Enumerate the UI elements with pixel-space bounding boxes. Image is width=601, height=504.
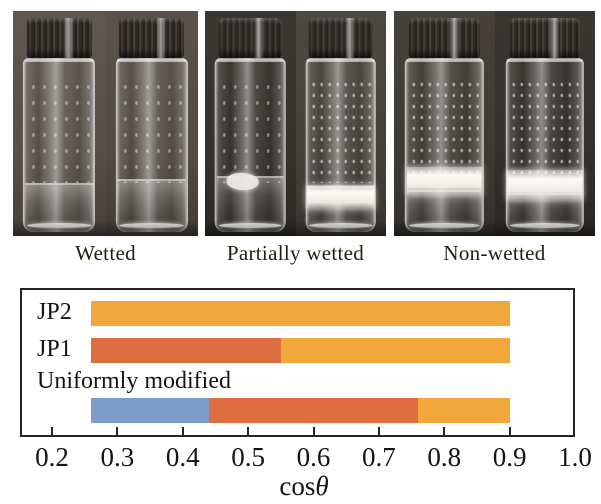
- powder-layer: [507, 170, 583, 201]
- category-label-uniformly-modified: Uniformly modified: [37, 368, 231, 394]
- legend-label-wetted: Wetted: [75, 241, 136, 265]
- chart-plot-area: JP2 JP1 Uniformly modified: [20, 288, 575, 437]
- powder-sediment: [218, 223, 283, 229]
- powder-sediment: [308, 223, 373, 229]
- category-label-jp2: JP2: [37, 299, 72, 325]
- bar-segment-wetted: [418, 398, 510, 423]
- liquid: [406, 189, 482, 230]
- legend-band-wetted: Wetted: [13, 240, 198, 267]
- vial-photo: [494, 11, 595, 236]
- powder-layer: [406, 167, 482, 196]
- powder-sediment: [408, 223, 480, 229]
- powder-sediment: [26, 223, 92, 229]
- x-axis-tick-label: 0.9: [492, 442, 527, 472]
- x-axis-tick-label: 0.4: [165, 442, 200, 472]
- vial-glass: [505, 58, 584, 232]
- liquid: [24, 182, 94, 230]
- vial-cap: [218, 17, 282, 59]
- powder-sediment: [509, 223, 581, 229]
- x-axis-tick: [312, 427, 315, 435]
- vial-photo: [295, 11, 386, 236]
- vial: [405, 17, 484, 232]
- x-axis-tick: [508, 427, 511, 435]
- x-axis-tick: [377, 427, 380, 435]
- bar-segment-wetted: [91, 301, 510, 326]
- bar-segment-partially-wetted: [91, 338, 281, 363]
- vial-photo: [205, 11, 296, 236]
- x-axis-tick: [443, 427, 446, 435]
- legend-band-partially-wetted: Partially wetted: [205, 240, 386, 267]
- bar-segment-partially-wetted: [208, 398, 419, 423]
- vial: [505, 17, 584, 232]
- powder-layer: [306, 185, 375, 209]
- legend-band-non-wetted: Non-wetted: [394, 240, 595, 267]
- vial: [115, 17, 188, 232]
- vial-cap: [119, 17, 185, 59]
- x-axis-tick-labels: 0.2 0.3 0.4 0.5 0.6 0.7 0.8 0.9 1.0: [0, 442, 601, 474]
- vial-cap: [308, 17, 373, 59]
- vial-glass: [305, 58, 377, 232]
- x-axis-tick-label: 1.0: [558, 442, 592, 472]
- vial-photo: [13, 11, 106, 236]
- photo-panel-non-wetted: [394, 11, 595, 236]
- vial: [214, 17, 286, 232]
- bar-segment-wetted: [280, 338, 510, 363]
- x-axis-tick: [51, 427, 53, 435]
- legend-label-partially-wetted: Partially wetted: [226, 241, 365, 265]
- x-axis-tick-label: 0.5: [231, 442, 265, 472]
- vial-cap: [26, 17, 92, 59]
- legend-label-non-wetted: Non-wetted: [443, 241, 546, 265]
- photo-panel-wetted: [13, 11, 198, 236]
- vial-glass: [23, 58, 96, 232]
- powder-sediment: [119, 223, 185, 229]
- vial-photo: [105, 11, 198, 236]
- category-label-jp1: JP1: [37, 336, 72, 362]
- vial-glass: [405, 58, 484, 232]
- x-axis-title: cosθ: [279, 471, 329, 501]
- vial: [305, 17, 377, 232]
- vial-photo: [394, 11, 495, 236]
- bar-plot: [51, 290, 575, 435]
- photo-panel-partially-wetted: [205, 11, 386, 236]
- liquid: [117, 179, 187, 230]
- vial-glass: [214, 58, 286, 232]
- x-axis-tick: [116, 427, 119, 435]
- vial-glass: [115, 58, 188, 232]
- vial-cap: [509, 17, 580, 59]
- vial: [23, 17, 96, 232]
- x-axis-tick: [247, 427, 250, 435]
- x-axis-tick: [181, 427, 184, 435]
- x-axis-tick-label: 0.2: [35, 442, 69, 472]
- x-axis-tick-label: 0.7: [362, 442, 396, 472]
- x-axis-tick-label: 0.3: [100, 442, 135, 472]
- powder-clump: [226, 172, 259, 190]
- vial-cap: [408, 17, 480, 59]
- bar-segment-non-wetted: [91, 398, 209, 423]
- x-axis-tick-label: 0.8: [427, 442, 462, 472]
- x-axis-tick-label: 0.6: [296, 442, 331, 472]
